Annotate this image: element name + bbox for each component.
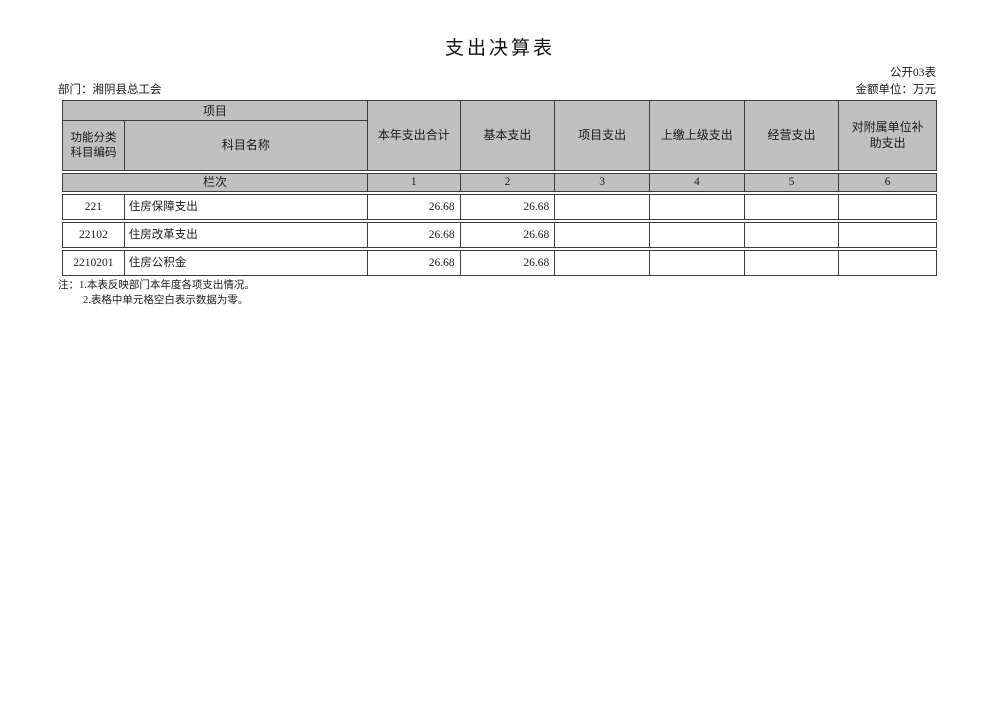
meta-row: 部门：湘阴县总工会 金额单位：万元 xyxy=(58,81,936,97)
row-value xyxy=(648,251,744,275)
header-col-upper: 上缴上级支出 xyxy=(648,101,744,170)
row-value xyxy=(554,195,649,219)
table-row: 221 住房保障支出 26.68 26.68 xyxy=(62,194,937,220)
row-code: 221 xyxy=(84,200,103,213)
lanci-label: 栏次 xyxy=(63,174,367,191)
footnote-prefix: 注： xyxy=(58,280,79,291)
row-value xyxy=(743,223,839,247)
unit-label: 金额单位：万元 xyxy=(855,84,937,96)
row-value xyxy=(743,251,839,275)
row-value xyxy=(838,251,936,275)
row-value xyxy=(743,195,839,219)
row-value: 26.68 xyxy=(459,251,555,275)
row-value xyxy=(648,195,744,219)
row-value xyxy=(838,223,936,247)
header-left-bottom: 功能分类科目编码 科目名称 xyxy=(63,121,367,170)
footnote-2: 2.表格中单元格空白表示数据为零。 xyxy=(83,295,249,306)
footnote-1: 注：1.本表反映部门本年度各项支出情况。 xyxy=(58,278,255,293)
expenditure-table: 项目 功能分类科目编码 科目名称 本年支出合计 基本支出 项目支出 上缴上级支出… xyxy=(62,100,937,276)
column-index-row: 栏次 1 2 3 4 5 6 xyxy=(62,173,937,192)
row-value: 26.68 xyxy=(366,195,460,219)
header-col-project: 项目支出 xyxy=(554,101,649,170)
col-number: 4 xyxy=(648,174,744,191)
header-code: 功能分类科目编码 xyxy=(63,121,124,170)
row-name: 住房保障支出 xyxy=(123,195,367,219)
table-row: 22102 住房改革支出 26.68 26.68 xyxy=(62,222,937,248)
header-left-block: 项目 功能分类科目编码 科目名称 xyxy=(63,101,367,170)
table-row: 2210201 住房公积金 26.68 26.68 xyxy=(62,250,937,276)
row-value: 26.68 xyxy=(459,223,555,247)
row-name: 住房改革支出 xyxy=(123,223,367,247)
header-col-basic: 基本支出 xyxy=(459,101,555,170)
row-code: 22102 xyxy=(79,228,108,241)
row-value: 26.68 xyxy=(366,251,460,275)
row-value xyxy=(554,223,649,247)
row-value: 26.68 xyxy=(459,195,555,219)
col-number: 2 xyxy=(459,174,555,191)
table-header: 项目 功能分类科目编码 科目名称 本年支出合计 基本支出 项目支出 上缴上级支出… xyxy=(62,100,937,171)
header-col-total: 本年支出合计 xyxy=(366,101,460,170)
table-code-label: 公开03表 xyxy=(890,67,936,79)
row-code: 2210201 xyxy=(73,256,114,269)
row-name: 住房公积金 xyxy=(123,251,367,275)
page-title: 支出决算表 xyxy=(444,38,555,59)
header-name: 科目名称 xyxy=(124,121,367,170)
col-number: 5 xyxy=(743,174,839,191)
header-project: 项目 xyxy=(63,101,367,121)
row-value xyxy=(838,195,936,219)
department-label: 部门：湘阴县总工会 xyxy=(58,84,162,96)
row-value xyxy=(554,251,649,275)
row-value xyxy=(648,223,744,247)
footnote-1-text: 1.本表反映部门本年度各项支出情况。 xyxy=(79,280,255,291)
col-number: 6 xyxy=(838,174,936,191)
col-number: 3 xyxy=(554,174,649,191)
header-col-operating: 经营支出 xyxy=(743,101,839,170)
row-value: 26.68 xyxy=(366,223,460,247)
footnotes: 注：1.本表反映部门本年度各项支出情况。 2.表格中单元格空白表示数据为零。 xyxy=(58,278,255,308)
header-col-subsidy: 对附属单位补助支出 xyxy=(838,101,936,170)
col-number: 1 xyxy=(366,174,460,191)
